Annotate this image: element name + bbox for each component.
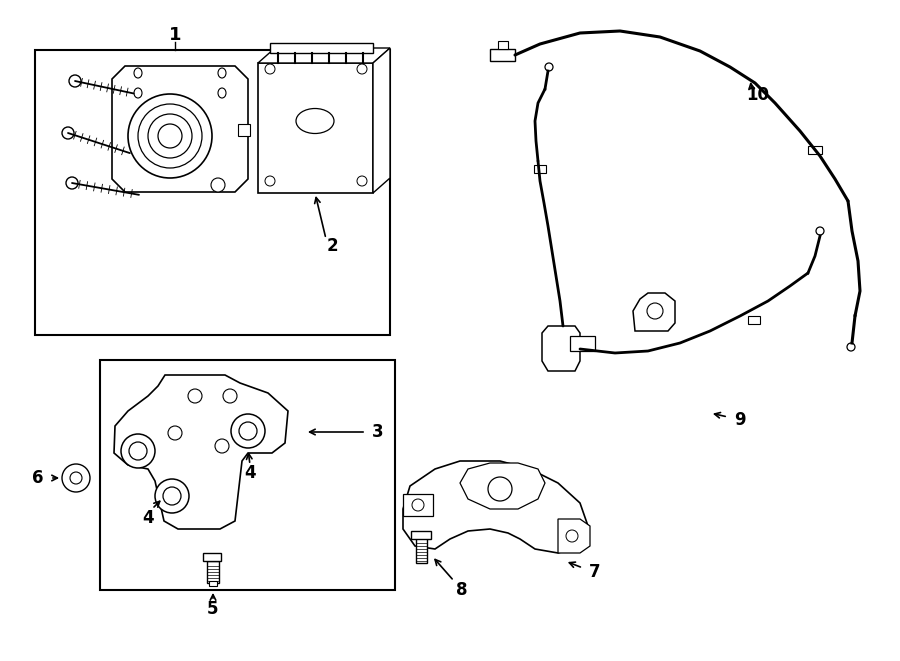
Bar <box>808 146 822 154</box>
Text: 8: 8 <box>456 581 468 599</box>
Circle shape <box>128 94 212 178</box>
Circle shape <box>168 426 182 440</box>
Bar <box>203 553 221 561</box>
Circle shape <box>66 177 78 189</box>
Polygon shape <box>258 48 390 63</box>
Circle shape <box>70 472 82 484</box>
Circle shape <box>155 479 189 513</box>
Bar <box>35 50 390 335</box>
Bar <box>570 336 595 351</box>
Ellipse shape <box>218 68 226 78</box>
Text: 9: 9 <box>734 411 746 429</box>
Bar <box>209 581 217 586</box>
Text: 4: 4 <box>244 464 256 482</box>
Ellipse shape <box>296 108 334 134</box>
Text: 6: 6 <box>32 469 44 487</box>
Polygon shape <box>633 293 675 331</box>
Circle shape <box>129 442 147 460</box>
Circle shape <box>215 439 229 453</box>
Circle shape <box>223 389 237 403</box>
Bar <box>100 360 395 590</box>
Polygon shape <box>112 66 248 192</box>
Polygon shape <box>373 48 390 193</box>
Ellipse shape <box>218 88 226 98</box>
Circle shape <box>265 64 275 74</box>
Circle shape <box>357 176 367 186</box>
Circle shape <box>148 114 192 158</box>
Bar <box>411 531 431 539</box>
Ellipse shape <box>134 88 142 98</box>
Polygon shape <box>490 49 515 61</box>
Circle shape <box>138 104 202 168</box>
Bar <box>748 316 760 324</box>
Bar <box>270 43 373 53</box>
Text: 2: 2 <box>326 237 338 255</box>
Text: 1: 1 <box>169 26 181 44</box>
Circle shape <box>158 124 182 148</box>
Circle shape <box>188 389 202 403</box>
Text: 3: 3 <box>373 423 383 441</box>
Circle shape <box>231 414 265 448</box>
Bar <box>498 41 508 49</box>
Circle shape <box>163 487 181 505</box>
Text: 10: 10 <box>746 86 769 104</box>
Polygon shape <box>460 463 545 509</box>
Bar <box>258 63 373 193</box>
Bar <box>403 494 433 516</box>
Circle shape <box>239 422 257 440</box>
Circle shape <box>357 64 367 74</box>
Circle shape <box>647 303 663 319</box>
Polygon shape <box>114 375 288 529</box>
Circle shape <box>488 477 512 501</box>
Circle shape <box>121 434 155 468</box>
Bar <box>416 538 427 563</box>
Ellipse shape <box>134 68 142 78</box>
Text: 4: 4 <box>142 509 154 527</box>
Circle shape <box>412 499 424 511</box>
Text: 5: 5 <box>207 600 219 618</box>
Circle shape <box>62 464 90 492</box>
Circle shape <box>211 178 225 192</box>
Circle shape <box>265 176 275 186</box>
Polygon shape <box>403 461 588 553</box>
Circle shape <box>566 530 578 542</box>
Text: 7: 7 <box>590 563 601 581</box>
Circle shape <box>69 75 81 87</box>
Circle shape <box>847 343 855 351</box>
Bar <box>238 124 250 136</box>
Circle shape <box>816 227 824 235</box>
Circle shape <box>62 127 74 139</box>
Bar <box>207 561 219 583</box>
Polygon shape <box>542 326 580 371</box>
Bar <box>534 165 546 173</box>
Polygon shape <box>558 519 590 553</box>
Circle shape <box>545 63 553 71</box>
